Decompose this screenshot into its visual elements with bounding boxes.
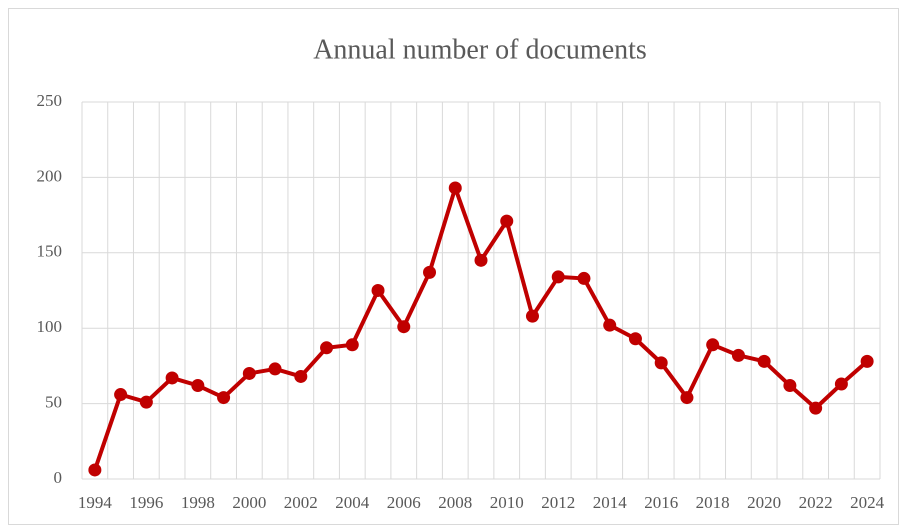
y-tick-label: 50	[45, 393, 62, 412]
marker	[525, 309, 539, 323]
marker	[242, 366, 256, 380]
x-tick-label: 2014	[593, 493, 628, 512]
marker	[423, 265, 437, 279]
marker	[397, 320, 411, 334]
marker	[139, 395, 153, 409]
y-tick-label: 250	[37, 91, 63, 110]
marker	[834, 377, 848, 391]
marker	[474, 253, 488, 267]
marker	[165, 371, 179, 385]
marker	[654, 356, 668, 370]
x-tick-label: 2012	[541, 493, 575, 512]
marker	[88, 463, 102, 477]
x-tick-label: 2004	[335, 493, 370, 512]
marker	[603, 318, 617, 332]
marker	[860, 354, 874, 368]
marker	[448, 181, 462, 195]
marker	[706, 338, 720, 352]
chart-title: Annual number of documents	[313, 34, 647, 65]
marker	[345, 338, 359, 352]
marker	[320, 341, 334, 355]
y-tick-label: 0	[54, 468, 63, 487]
marker	[809, 401, 823, 415]
marker	[114, 388, 128, 402]
x-tick-label: 1998	[181, 493, 215, 512]
x-tick-label: 2020	[747, 493, 781, 512]
x-tick-label: 2010	[490, 493, 524, 512]
x-tick-label: 2016	[644, 493, 678, 512]
x-tick-label: 1996	[129, 493, 163, 512]
marker	[551, 270, 565, 284]
y-tick-label: 100	[37, 317, 63, 336]
marker	[628, 332, 642, 346]
marker	[783, 379, 797, 393]
marker	[577, 271, 591, 285]
marker	[268, 362, 282, 376]
marker	[191, 379, 205, 393]
y-tick-label: 150	[37, 242, 63, 261]
y-tick-label: 200	[37, 166, 63, 185]
marker	[294, 369, 308, 383]
x-tick-label: 2018	[696, 493, 730, 512]
marker	[757, 354, 771, 368]
marker	[371, 284, 385, 297]
marker	[500, 214, 514, 228]
x-tick-label: 2000	[232, 493, 266, 512]
x-tick-label: 2024	[850, 493, 885, 512]
chart-border	[8, 8, 899, 525]
marker	[217, 391, 231, 405]
marker	[731, 348, 745, 362]
x-tick-label: 2008	[438, 493, 472, 512]
x-tick-label: 2022	[799, 493, 833, 512]
x-tick-label: 2006	[387, 493, 421, 512]
x-tick-label: 1994	[78, 493, 113, 512]
x-tick-label: 2002	[284, 493, 318, 512]
marker	[680, 391, 694, 405]
